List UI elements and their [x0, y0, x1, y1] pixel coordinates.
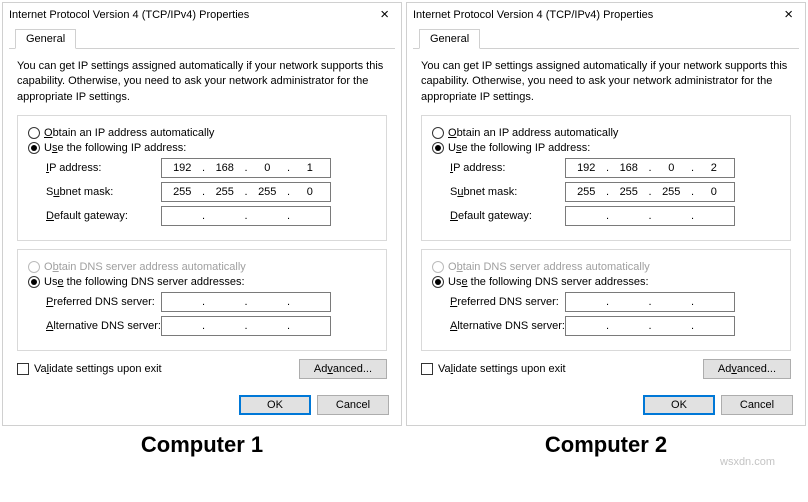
advanced-button[interactable]: Advanced...	[703, 359, 791, 379]
preferred-dns-input[interactable]: ...	[161, 292, 331, 312]
ip-address-group: Obtain an IP address automatically Use th…	[421, 115, 791, 241]
ip-address-label: IP address:	[46, 162, 161, 174]
default-gateway-label: Default gateway:	[450, 210, 565, 222]
radio-obtain-ip-auto[interactable]: Obtain an IP address automatically	[432, 127, 780, 139]
advanced-button[interactable]: Advanced...	[299, 359, 387, 379]
close-icon[interactable]: ×	[780, 7, 797, 22]
validate-on-exit-checkbox[interactable]: Validate settings upon exit	[17, 363, 162, 375]
subnet-mask-input[interactable]: 255.255.255.0	[161, 182, 331, 202]
validate-on-exit-checkbox[interactable]: Validate settings upon exit	[421, 363, 566, 375]
ok-button[interactable]: OK	[239, 395, 311, 415]
dns-group: Obtain DNS server address automatically U…	[421, 249, 791, 351]
subnet-mask-label: Subnet mask:	[46, 186, 161, 198]
radio-obtain-dns-auto: Obtain DNS server address automatically	[432, 261, 780, 273]
radio-use-following-dns[interactable]: Use the following DNS server addresses:	[432, 276, 780, 288]
dns-group: Obtain DNS server address automatically U…	[17, 249, 387, 351]
radio-use-following-ip[interactable]: Use the following IP address:	[432, 142, 780, 154]
alternate-dns-input[interactable]: ...	[161, 316, 331, 336]
ipv4-properties-dialog: Internet Protocol Version 4 (TCP/IPv4) P…	[2, 2, 402, 426]
radio-obtain-dns-auto: Obtain DNS server address automatically	[28, 261, 376, 273]
dialog-title: Internet Protocol Version 4 (TCP/IPv4) P…	[9, 9, 249, 21]
alternate-dns-input[interactable]: ...	[565, 316, 735, 336]
alternate-dns-label: Alternative DNS server:	[450, 320, 565, 332]
default-gateway-input[interactable]: ...	[565, 206, 735, 226]
alternate-dns-label: Alternative DNS server:	[46, 320, 161, 332]
ipv4-properties-dialog: Internet Protocol Version 4 (TCP/IPv4) P…	[406, 2, 806, 426]
explanation-text: You can get IP settings assigned automat…	[17, 59, 387, 105]
default-gateway-input[interactable]: ...	[161, 206, 331, 226]
preferred-dns-label: Preferred DNS server:	[450, 296, 565, 308]
ok-button[interactable]: OK	[643, 395, 715, 415]
cancel-button[interactable]: Cancel	[317, 395, 389, 415]
close-icon[interactable]: ×	[376, 7, 393, 22]
computer-caption: Computer 1	[2, 430, 402, 462]
preferred-dns-input[interactable]: ...	[565, 292, 735, 312]
tab-general[interactable]: General	[15, 29, 76, 49]
ip-address-input[interactable]: 192.168.0.1	[161, 158, 331, 178]
radio-use-following-ip[interactable]: Use the following IP address:	[28, 142, 376, 154]
ip-address-label: IP address:	[450, 162, 565, 174]
default-gateway-label: Default gateway:	[46, 210, 161, 222]
cancel-button[interactable]: Cancel	[721, 395, 793, 415]
tab-general[interactable]: General	[419, 29, 480, 49]
ip-address-group: Obtain an IP address automatically Use th…	[17, 115, 387, 241]
explanation-text: You can get IP settings assigned automat…	[421, 59, 791, 105]
subnet-mask-label: Subnet mask:	[450, 186, 565, 198]
preferred-dns-label: Preferred DNS server:	[46, 296, 161, 308]
watermark: wsxdn.com	[720, 456, 775, 468]
ip-address-input[interactable]: 192.168.0.2	[565, 158, 735, 178]
dialog-title: Internet Protocol Version 4 (TCP/IPv4) P…	[413, 9, 653, 21]
subnet-mask-input[interactable]: 255.255.255.0	[565, 182, 735, 202]
radio-use-following-dns[interactable]: Use the following DNS server addresses:	[28, 276, 376, 288]
radio-obtain-ip-auto[interactable]: Obtain an IP address automatically	[28, 127, 376, 139]
